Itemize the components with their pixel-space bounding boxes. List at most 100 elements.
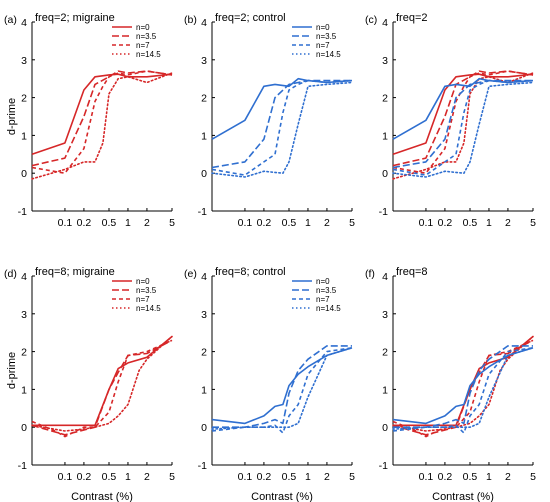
panel-e-legend-entry: n=3.5 bbox=[316, 286, 337, 295]
panel-e-x-axis-label: Contrast (%) bbox=[251, 491, 313, 502]
panel-c-y-tick-label: -1 bbox=[379, 206, 388, 218]
panel-d-y-tick-label: 0 bbox=[21, 422, 27, 434]
panel-a-y-tick-label: 4 bbox=[21, 17, 27, 29]
panel-d-series-n-0 bbox=[32, 335, 173, 427]
panel-f-series-n-14_5 bbox=[392, 335, 534, 432]
panel-a-y-tick-label: 3 bbox=[21, 55, 27, 67]
panel-a-x-tick-label: 1 bbox=[125, 217, 131, 229]
panel-a-y-tick-label: 0 bbox=[21, 168, 27, 180]
panel-a-y-tick-label: 2 bbox=[21, 93, 27, 105]
panel-d-x-tick-label: 2 bbox=[144, 471, 150, 483]
panel-b-legend-entry: n=0 bbox=[316, 23, 330, 32]
panel-b-x-tick-label: 0.2 bbox=[257, 217, 272, 229]
panel-d-y-tick-label: 1 bbox=[21, 384, 27, 396]
panel-a-x-tick-label: 5 bbox=[169, 217, 175, 229]
panel-c-y-tick-label: 4 bbox=[382, 17, 388, 29]
panel-e-y-tick-label: 3 bbox=[201, 309, 207, 321]
panel-b-label: (b) bbox=[184, 14, 197, 26]
panel-f-x-axis-label: Contrast (%) bbox=[432, 491, 494, 502]
panel-b-series-n-14_5 bbox=[211, 81, 353, 178]
panel-c-series-n-14_5 bbox=[392, 72, 534, 180]
panel-b-series-n-7 bbox=[211, 79, 353, 176]
panel-a-legend-entry: n=14.5 bbox=[136, 50, 161, 59]
panel-a-label: (a) bbox=[4, 14, 17, 26]
panel-e-y-tick-label: 0 bbox=[201, 422, 207, 434]
panel-e-x-tick-label: 0.2 bbox=[257, 471, 272, 483]
panel-d-y-tick-label: 3 bbox=[21, 309, 27, 321]
panel-b-x-tick-label: 5 bbox=[349, 217, 355, 229]
panel-f-series-n-0 bbox=[393, 335, 534, 427]
panel-e-y-tick-label: 2 bbox=[201, 347, 207, 359]
panel-c-x-tick-label: 5 bbox=[530, 217, 536, 229]
panel-c-y-tick-label: 2 bbox=[382, 93, 388, 105]
panel-e-label: (e) bbox=[184, 268, 197, 280]
panel-a-x-tick-label: 0.1 bbox=[58, 217, 73, 229]
panel-f-x-tick-label: 0.2 bbox=[438, 471, 453, 483]
panel-d-legend-entry: n=14.5 bbox=[136, 304, 161, 313]
panel-d-y-tick-label: 4 bbox=[21, 271, 27, 283]
panel-a-y-axis-label: d-prime bbox=[6, 98, 18, 135]
panel-b-legend-entry: n=14.5 bbox=[316, 50, 341, 59]
panel-f-series-n-0 bbox=[392, 347, 534, 425]
panel-b-y-tick-label: -1 bbox=[198, 206, 207, 218]
panel-f-series-n-7 bbox=[392, 339, 534, 438]
panel-e-x-tick-label: 1 bbox=[305, 471, 311, 483]
panel-a-legend-entry: n=0 bbox=[136, 23, 150, 32]
panel-d-series-n-7 bbox=[31, 339, 173, 438]
panel-d-y-tick-label: -1 bbox=[18, 460, 27, 472]
panel-d-legend-entry: n=3.5 bbox=[136, 286, 157, 295]
panel-b-x-tick-label: 2 bbox=[324, 217, 330, 229]
panel-e-legend-entry: n=14.5 bbox=[316, 304, 341, 313]
panel-c-y-tick-label: 3 bbox=[382, 55, 388, 67]
panel-f-y-tick-label: 3 bbox=[382, 309, 388, 321]
panel-b-series-n-3_5 bbox=[211, 79, 352, 169]
panel-e-x-tick-label: 0.5 bbox=[282, 471, 297, 483]
panel-b-x-tick-label: 0.5 bbox=[282, 217, 297, 229]
panel-c-series-n-3_5 bbox=[392, 79, 533, 169]
panel-a-y-tick-label: -1 bbox=[18, 206, 27, 218]
panel-d-x-tick-label: 0.5 bbox=[102, 471, 117, 483]
panel-d-x-tick-label: 1 bbox=[125, 471, 131, 483]
panel-a-x-tick-label: 0.5 bbox=[102, 217, 117, 229]
panel-e-series-n-7 bbox=[211, 347, 353, 434]
panel-b-y-tick-label: 2 bbox=[201, 93, 207, 105]
panel-e-title: freq=8; control bbox=[215, 266, 286, 278]
panel-c-x-tick-label: 1 bbox=[486, 217, 492, 229]
panel-b-y-tick-label: 3 bbox=[201, 55, 207, 67]
panel-b-series-n-0 bbox=[211, 77, 353, 140]
panel-f-series-n-3_5 bbox=[393, 345, 533, 429]
panel-e-series-n-3_5 bbox=[212, 345, 352, 429]
panel-d-title: freq=8; migraine bbox=[35, 266, 115, 278]
panel-b-y-tick-label: 4 bbox=[201, 17, 207, 29]
panel-e-series-n-14_5 bbox=[211, 346, 353, 430]
panel-e-x-tick-label: 5 bbox=[349, 471, 355, 483]
panel-c-series-n-3_5 bbox=[392, 70, 534, 167]
panel-f-y-tick-label: 2 bbox=[382, 347, 388, 359]
panel-b-legend-entry: n=3.5 bbox=[316, 32, 337, 41]
panel-e-y-tick-label: 1 bbox=[201, 384, 207, 396]
panel-d-x-tick-label: 0.1 bbox=[58, 471, 73, 483]
panel-d-x-tick-label: 0.2 bbox=[77, 471, 92, 483]
panel-a-series-n-3_5 bbox=[31, 70, 173, 167]
panel-a-series-n-7 bbox=[31, 70, 173, 174]
panel-c-x-tick-label: 2 bbox=[505, 217, 511, 229]
panel-d-y-tick-label: 2 bbox=[21, 347, 27, 359]
panel-b-title: freq=2; control bbox=[215, 12, 286, 24]
panel-b-y-tick-label: 1 bbox=[201, 130, 207, 142]
panel-f-label: (f) bbox=[365, 268, 375, 280]
panel-f-x-tick-label: 0.5 bbox=[463, 471, 478, 483]
panel-f-y-tick-label: 4 bbox=[382, 271, 388, 283]
panel-e-y-tick-label: 4 bbox=[201, 271, 207, 283]
panel-d-x-axis-label: Contrast (%) bbox=[71, 491, 133, 502]
panel-a-legend-entry: n=7 bbox=[136, 41, 150, 50]
panel-b-x-tick-label: 0.1 bbox=[238, 217, 253, 229]
panel-f-y-tick-label: 1 bbox=[382, 384, 388, 396]
panel-f-x-tick-label: 5 bbox=[530, 471, 536, 483]
panel-c-x-tick-label: 0.1 bbox=[419, 217, 434, 229]
panel-c-label: (c) bbox=[365, 14, 377, 26]
panel-e-legend-entry: n=7 bbox=[316, 295, 330, 304]
panel-d-legend-entry: n=0 bbox=[136, 277, 150, 286]
panel-a-x-tick-label: 0.2 bbox=[77, 217, 92, 229]
panel-d-series-n-14_5 bbox=[31, 335, 173, 432]
